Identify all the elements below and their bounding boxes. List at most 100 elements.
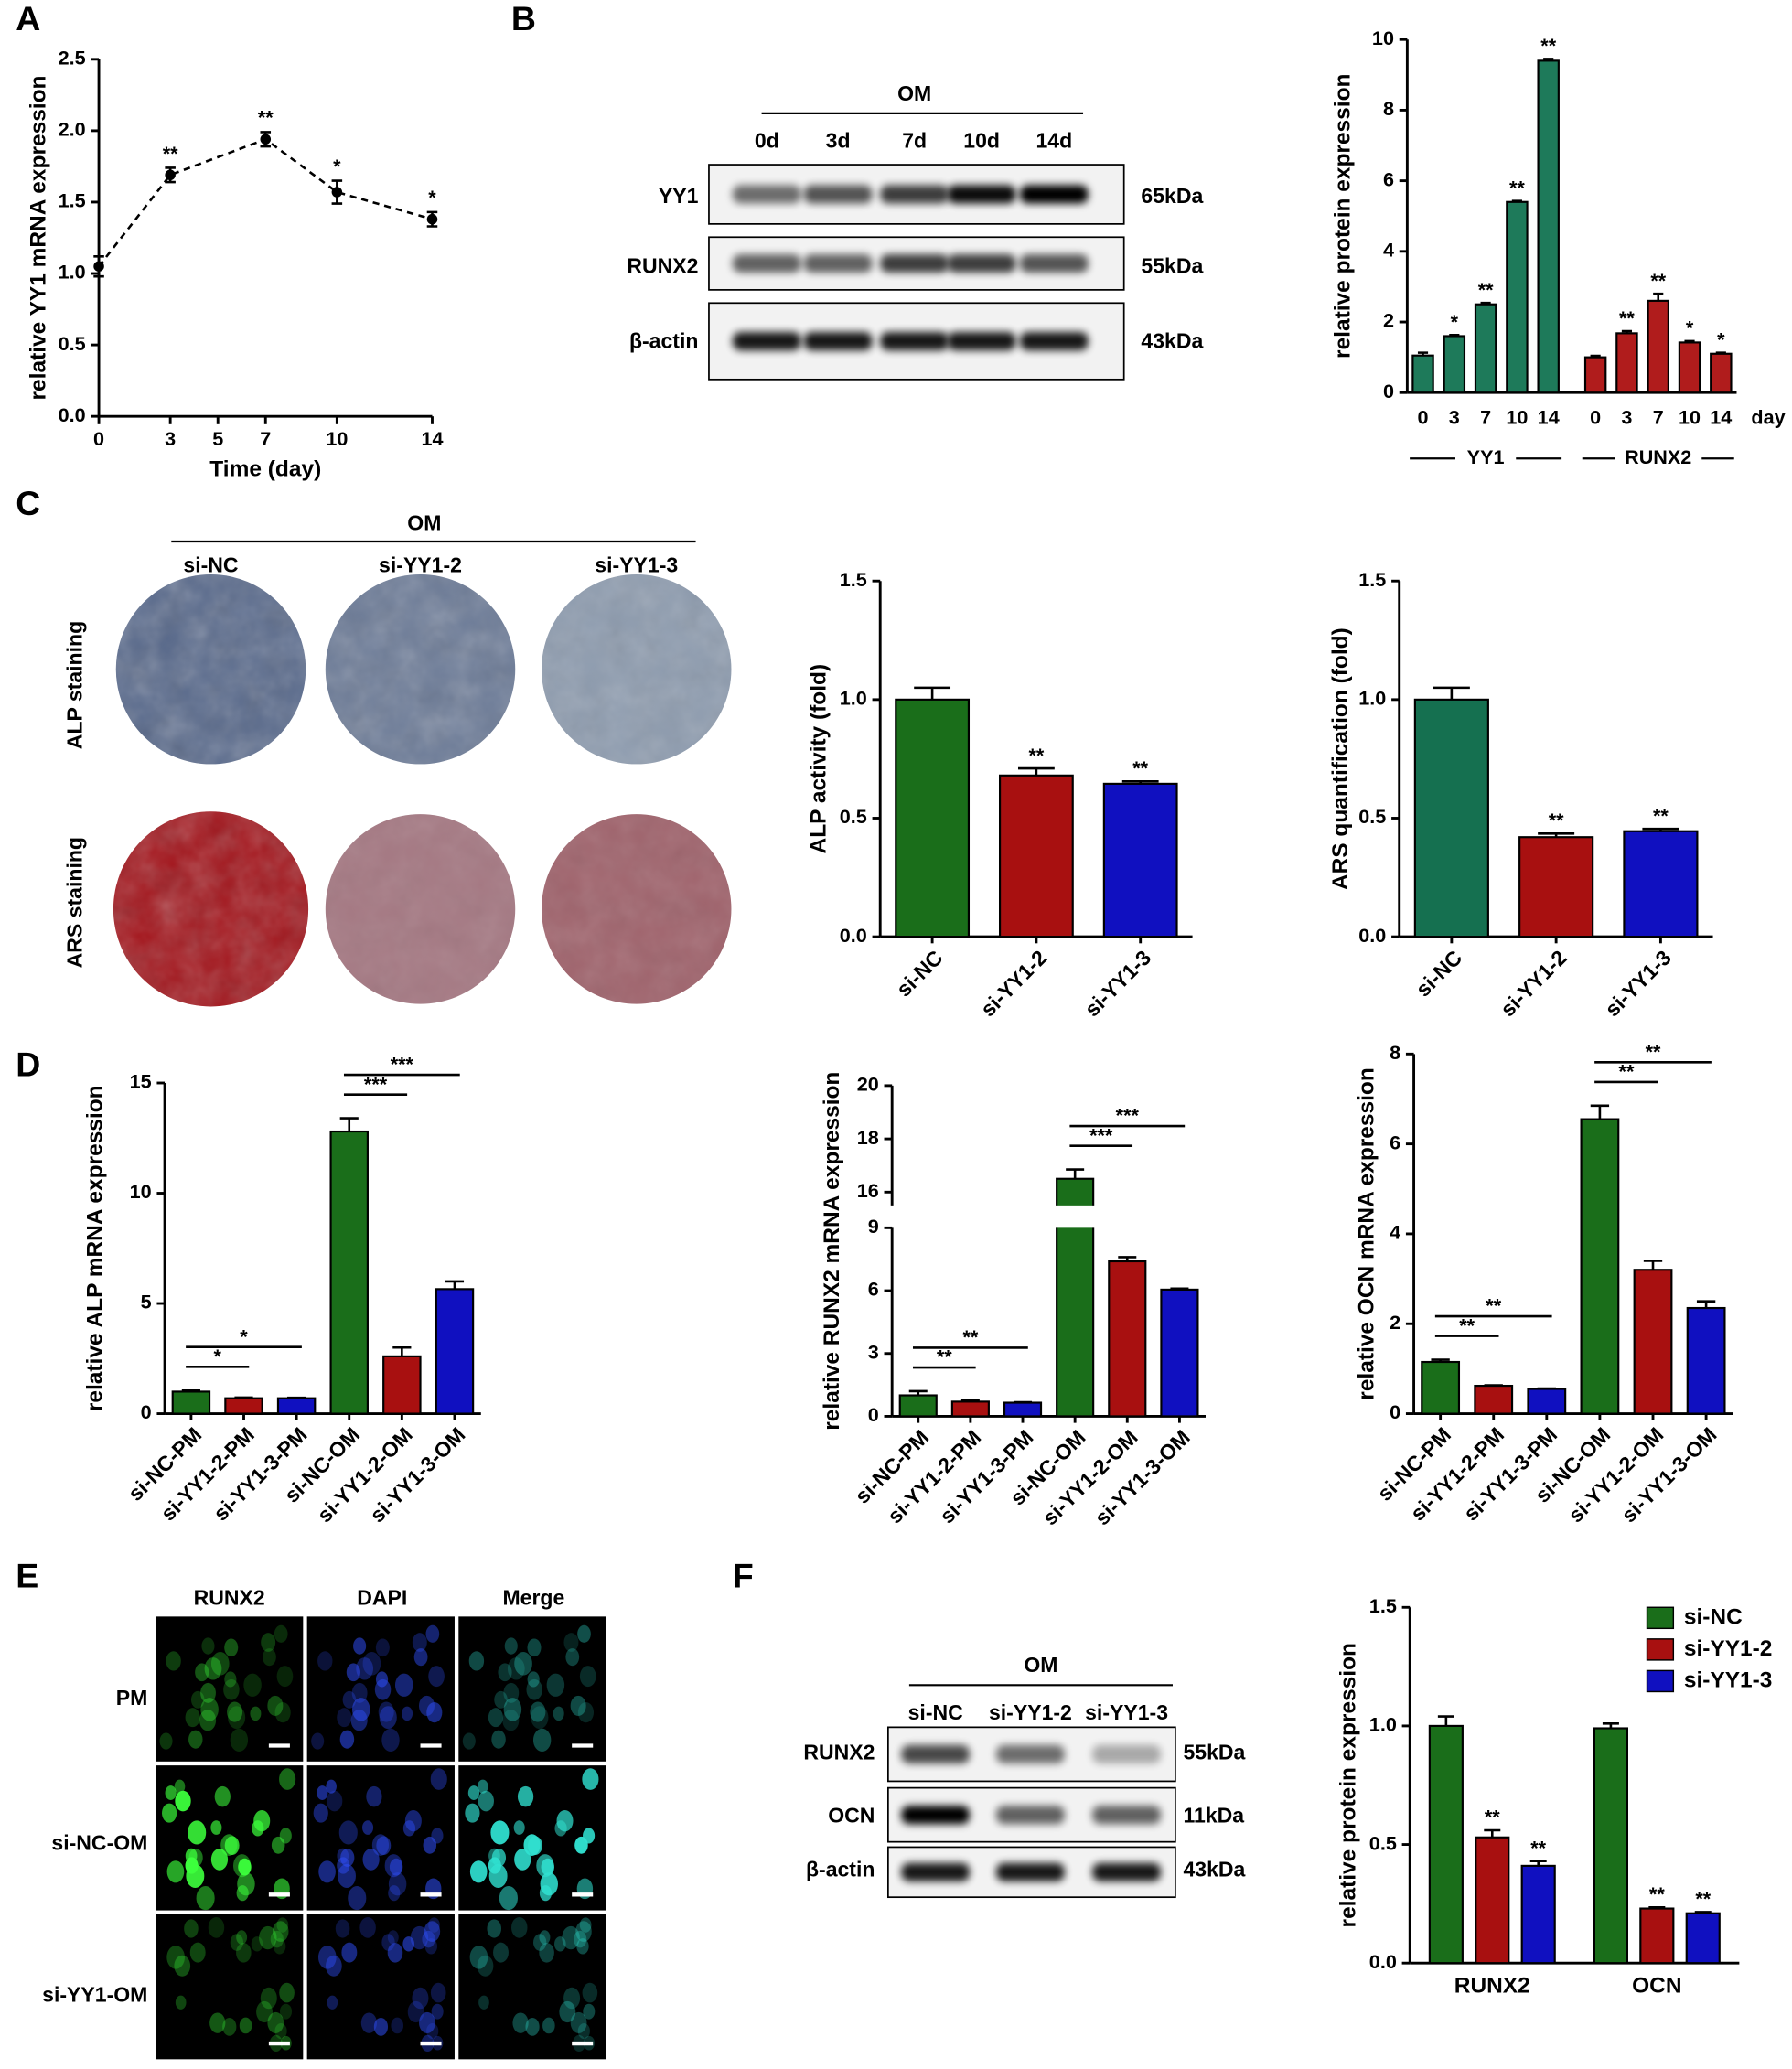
error-bar — [1066, 1168, 1085, 1179]
bar — [276, 1397, 317, 1415]
x-tick-label: OCN — [1632, 1974, 1681, 1999]
nucleus — [224, 1836, 240, 1856]
nucleus — [209, 2012, 226, 2033]
nucleus — [250, 1706, 262, 1721]
nucleus — [185, 1708, 200, 1728]
nucleus — [318, 1860, 336, 1883]
nucleus — [384, 1854, 402, 1878]
y-tick-label: 8 — [1390, 1041, 1400, 1064]
bar — [1593, 1727, 1629, 1965]
blot-row-label: OCN — [828, 1803, 875, 1827]
nucleus — [338, 1820, 358, 1845]
nucleus — [184, 1919, 199, 1938]
nucleus — [467, 1785, 480, 1801]
nucleus — [422, 1930, 435, 1948]
error-bar — [445, 1280, 465, 1290]
error-bar — [1484, 1828, 1501, 1838]
bar — [1639, 1907, 1675, 1965]
bar — [1580, 1118, 1620, 1415]
nucleus — [513, 1820, 525, 1835]
panel-label: F — [733, 1556, 754, 1594]
nucleus — [353, 1637, 367, 1655]
nucleus — [478, 1995, 489, 2010]
y-axis-label: relative protein expression — [1336, 1643, 1360, 1927]
nucleus — [381, 1934, 395, 1951]
y-tick-label: 2 — [1383, 309, 1394, 332]
nucleus — [431, 1828, 444, 1844]
error-bar — [1643, 1260, 1663, 1270]
nucleus — [424, 1921, 441, 1942]
nucleus — [359, 1916, 376, 1938]
nucleus — [425, 1624, 440, 1643]
y-tick-label: 4 — [1383, 239, 1394, 262]
nucleus — [360, 2012, 378, 2033]
nucleus — [503, 1698, 522, 1721]
y-axis-label: relative ALP mRNA expression — [83, 1085, 108, 1411]
nucleus — [387, 1943, 403, 1963]
y-axis-label: relative OCN mRNA expression — [1355, 1067, 1379, 1400]
blot-band — [880, 253, 950, 273]
data-point — [93, 261, 104, 272]
nucleus — [488, 1864, 508, 1888]
nucleus — [327, 1995, 338, 2010]
blot-band — [880, 331, 950, 351]
axis-break — [895, 1205, 1208, 1228]
nucleus — [583, 2003, 596, 2020]
y-tick-label: 0.0 — [59, 403, 86, 426]
nucleus — [426, 1702, 443, 1723]
nucleus — [570, 1695, 586, 1716]
column-label: DAPI — [357, 1586, 407, 1610]
nucleus — [174, 1955, 191, 1977]
y-tick-label: 2.0 — [59, 118, 86, 141]
y-tick-label: 0 — [868, 1403, 879, 1426]
nucleus — [279, 2003, 293, 2020]
data-point — [331, 187, 343, 198]
lane-label: 3d — [826, 129, 851, 153]
nucleus — [539, 1943, 554, 1963]
nucleus — [423, 1836, 437, 1854]
bar — [171, 1390, 211, 1415]
nucleus — [166, 1946, 185, 1969]
nucleus — [276, 1917, 289, 1933]
panel-label: C — [16, 484, 40, 522]
x-tick-label: 3 — [1621, 406, 1632, 429]
nucleus — [536, 1854, 554, 1878]
nucleus — [402, 1706, 413, 1721]
blot-size-label: 55kDa — [1184, 1740, 1246, 1763]
significance: ** — [1478, 278, 1494, 301]
y-tick-label: 0 — [141, 1400, 152, 1423]
significance: *** — [1116, 1104, 1140, 1127]
data-point — [426, 213, 438, 225]
nucleus — [531, 1706, 549, 1730]
nucleus — [227, 1701, 243, 1722]
nucleus — [189, 1942, 206, 1963]
nucleus — [228, 1706, 246, 1730]
nucleus — [565, 1648, 580, 1667]
row-label: si-YY1-OM — [42, 1982, 147, 2006]
nucleus — [503, 1682, 520, 1703]
nucleus — [468, 1651, 485, 1671]
bar — [1685, 1912, 1721, 1965]
x-tick-label: 5 — [212, 427, 223, 450]
nucleus — [256, 2000, 273, 2023]
nucleus — [426, 2023, 439, 2040]
error-bar — [1433, 686, 1470, 700]
x-tick-label: 10 — [1679, 406, 1701, 429]
bar — [1160, 1288, 1199, 1418]
y-tick-label: 10 — [1372, 27, 1394, 49]
bar — [1647, 299, 1669, 394]
y-tick-label: 0.0 — [1358, 924, 1386, 947]
blot-size-label: 43kDa — [1184, 1857, 1246, 1881]
nucleus — [188, 1730, 203, 1749]
significance: ** — [1540, 34, 1556, 57]
bar — [1686, 1306, 1726, 1415]
plate-texture — [325, 574, 516, 765]
y-tick-label: 16 — [857, 1179, 879, 1202]
significance: ** — [1486, 1294, 1501, 1317]
x-tick-label: 7 — [260, 427, 271, 450]
nucleus — [554, 1936, 566, 1952]
micrograph — [155, 1914, 304, 2060]
staining-images — [113, 574, 732, 1007]
nucleus — [583, 1828, 596, 1844]
nucleus — [582, 1768, 599, 1790]
